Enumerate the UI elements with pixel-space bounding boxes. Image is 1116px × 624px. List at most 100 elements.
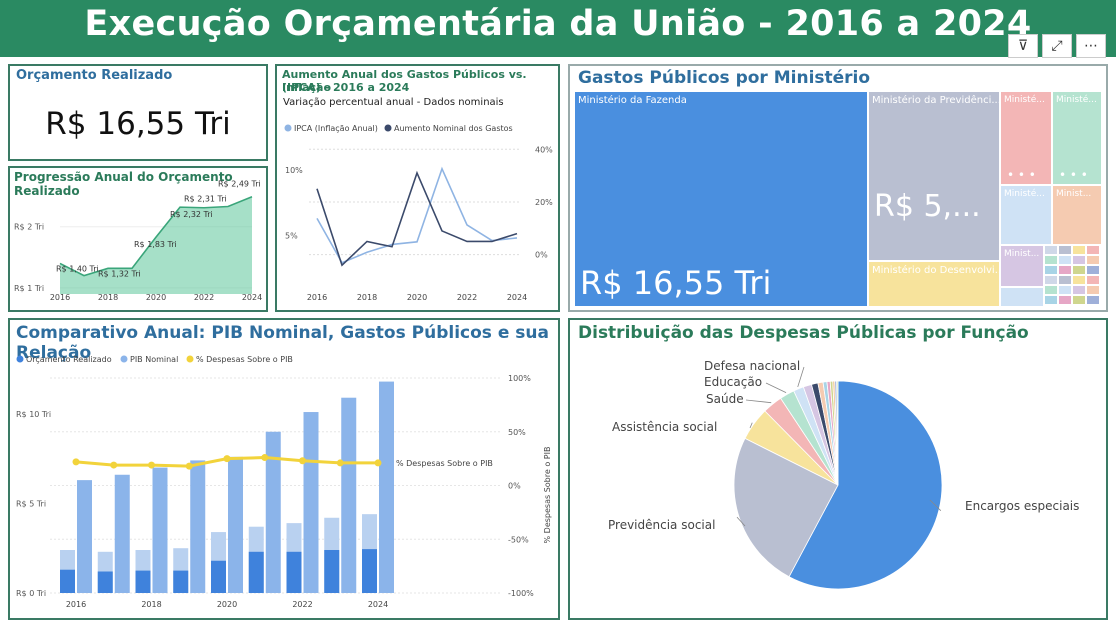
comparativo-legend-label: Orçamento Realizado: [26, 355, 112, 364]
treemap-small-tile[interactable]: [1087, 296, 1099, 304]
comparativo-bar-orcamento: [286, 551, 302, 593]
progressao-xtick: 2020: [146, 293, 166, 302]
comparativo-chart: Orçamento Realizado PIB Nominal % Despesas…: [16, 355, 552, 609]
inflacao-series-line: [316, 170, 518, 267]
inflacao-xtick: 2018: [357, 293, 377, 302]
comparativo-bar-orcamento: [135, 570, 151, 593]
treemap-tile[interactable]: Ministério da Fazenda R$ 16,55 Tri: [575, 92, 867, 306]
comparativo-right-tick: -100%: [508, 589, 534, 598]
treemap-small-tile[interactable]: [1087, 246, 1099, 254]
treemap-tile[interactable]: Minist...: [1001, 246, 1043, 286]
treemap-small-tile[interactable]: [1087, 286, 1099, 294]
comparativo-bar-orcamento: [324, 550, 340, 593]
treemap-card[interactable]: Gastos Públicos por Ministério Ministéri…: [568, 64, 1108, 312]
progressao-data-label: R$ 1,40 Tri: [56, 264, 99, 273]
treemap-small-tile[interactable]: [1045, 256, 1057, 264]
treemap-small-tile[interactable]: [1087, 276, 1099, 284]
pie-leader-line: [736, 516, 746, 527]
comparativo-pct-point: [110, 461, 118, 469]
treemap-tile-value: R$ 16,55 Tri: [580, 264, 772, 302]
treemap-small-tile[interactable]: [1059, 296, 1071, 304]
more-options-icon[interactable]: ⋯: [1076, 34, 1106, 58]
focus-mode-icon[interactable]: ⤢: [1042, 34, 1072, 58]
comparativo-legend-marker: [120, 355, 128, 363]
filter-icon[interactable]: ⊽: [1008, 34, 1038, 58]
treemap-tile[interactable]: Ministério do Desenvolvi...: [869, 262, 999, 306]
comparativo-right-tick: -50%: [508, 535, 529, 544]
inflacao-legend-label: IPCA (Inflação Anual): [294, 124, 378, 133]
treemap-tile[interactable]: Ministé... • • •: [1001, 92, 1051, 184]
treemap-tile-more: • • •: [1059, 168, 1088, 182]
progressao-line: [59, 195, 253, 277]
comparativo-bar-pib: [341, 397, 357, 593]
pie-slice: [788, 380, 943, 590]
treemap-small-tile[interactable]: [1045, 286, 1057, 294]
progressao-xtick: 2018: [98, 293, 118, 302]
comparativo-xtick: 2020: [217, 600, 237, 609]
comparativo-xtick: 2024: [368, 600, 388, 609]
pie-label: Encargos especiais: [965, 499, 1079, 513]
treemap-small-tile[interactable]: [1045, 266, 1057, 274]
treemap-small-tile[interactable]: [1059, 246, 1071, 254]
treemap-tile[interactable]: Ministério da Previdênci... R$ 5,...: [869, 92, 999, 260]
treemap-small-tile[interactable]: [1045, 276, 1057, 284]
comparativo-right-axis-title: % Despesas Sobre o PIB: [543, 447, 552, 544]
treemap-small-tile[interactable]: [1073, 286, 1085, 294]
treemap-small-tile[interactable]: [1073, 296, 1085, 304]
treemap-small-tile[interactable]: [1059, 266, 1071, 274]
progressao-data-label: R$ 1,83 Tri: [134, 240, 177, 249]
distribuicao-chart: Encargos especiais Previdência social Assi…: [608, 359, 1079, 590]
comparativo-bar-orcamento: [211, 560, 226, 593]
treemap-tile-label: Minist...: [1004, 249, 1040, 259]
treemap-small-tile[interactable]: [1045, 296, 1057, 304]
pie-slice: [836, 380, 839, 486]
inflacao-xtick: 2024: [507, 293, 527, 302]
comparativo-bar-orcamento: [248, 551, 264, 593]
treemap-tile[interactable]: Ministé... • • •: [1053, 92, 1101, 184]
comparativo-pct-point: [72, 458, 80, 466]
treemap-small-tile[interactable]: [1087, 266, 1099, 274]
progressao-data-label: R$ 2,32 Tri: [170, 210, 213, 219]
treemap-small-tile[interactable]: [1059, 256, 1071, 264]
progressao-area: [60, 196, 252, 294]
treemap-small-tile[interactable]: [1073, 276, 1085, 284]
treemap-tile-label: Ministério da Fazenda: [578, 95, 687, 106]
comparativo-line-label: % Despesas Sobre o PIB: [396, 459, 493, 468]
kpi-card[interactable]: Orçamento Realizado R$ 16,55 Tri: [8, 64, 268, 161]
treemap-tile-more: • • •: [1007, 168, 1036, 182]
comparativo-legend-label: % Despesas Sobre o PIB: [196, 355, 293, 364]
pie-leader-line: [745, 399, 772, 404]
treemap-small-tile[interactable]: [1059, 286, 1071, 294]
comparativo-ytick: R$ 0 Tri: [16, 589, 46, 598]
treemap-small-tile[interactable]: [1059, 276, 1071, 284]
progressao-title: Progressão Anual do Orçamento Realizado: [14, 170, 233, 198]
treemap-small-tile[interactable]: [1073, 256, 1085, 264]
comparativo-pct-point: [185, 462, 193, 470]
distribuicao-card[interactable]: Distribuição das Despesas Públicas por F…: [568, 318, 1108, 620]
pie-label: Saúde: [706, 392, 744, 406]
progressao-card[interactable]: Progressão Anual do Orçamento Realizado …: [8, 166, 268, 312]
inflacao-right-tick: 0%: [535, 251, 548, 260]
inflacao-legend-marker: [284, 124, 292, 132]
comparativo-pct-point: [374, 459, 382, 467]
comparativo-right-tick: 50%: [508, 428, 526, 437]
treemap-small-tile[interactable]: [1087, 256, 1099, 264]
inflacao-right-tick: 20%: [535, 198, 553, 207]
comparativo-right-tick: 0%: [508, 482, 521, 491]
inflacao-card[interactable]: Aumento Anual dos Gastos Públicos vs. In…: [275, 64, 560, 312]
treemap-small-tile[interactable]: [1001, 288, 1043, 306]
treemap-small-tile[interactable]: [1073, 246, 1085, 254]
treemap-tile[interactable]: Minist...: [1053, 186, 1101, 244]
pie-slice: [733, 437, 839, 578]
treemap-small-tile[interactable]: [1073, 266, 1085, 274]
treemap-tile-label: Ministé...: [1004, 95, 1045, 105]
comparativo-legend-label: PIB Nominal: [130, 355, 178, 364]
comparativo-ytick: R$ 10 Tri: [16, 410, 51, 419]
pie-leader-line: [929, 499, 942, 511]
inflacao-legend-label: Aumento Nominal dos Gastos: [394, 124, 513, 133]
treemap-tile-label: Minist...: [1056, 189, 1092, 199]
comparativo-card[interactable]: Comparativo Anual: PIB Nominal, Gastos P…: [8, 318, 560, 620]
treemap-tile[interactable]: Ministé...: [1001, 186, 1051, 244]
treemap-small-tile[interactable]: [1045, 246, 1057, 254]
